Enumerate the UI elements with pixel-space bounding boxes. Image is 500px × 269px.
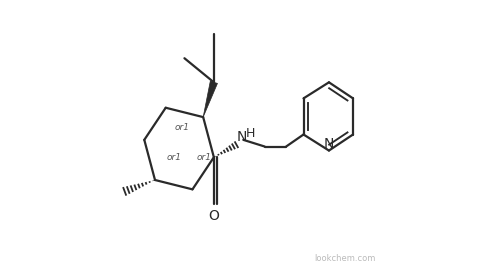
- Polygon shape: [203, 81, 218, 117]
- Text: or1: or1: [166, 153, 181, 162]
- Text: or1: or1: [174, 123, 190, 132]
- Text: O: O: [208, 209, 220, 223]
- Text: or1: or1: [197, 153, 212, 162]
- Text: lookchem.com: lookchem.com: [314, 254, 376, 263]
- Text: N: N: [324, 137, 334, 151]
- Text: N: N: [237, 130, 247, 144]
- Text: H: H: [246, 127, 256, 140]
